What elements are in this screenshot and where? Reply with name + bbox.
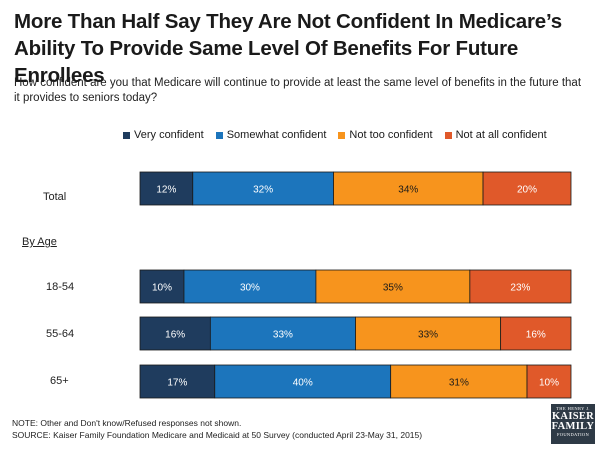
bar-65-plus-very-confident: [139, 364, 216, 399]
bar-65-plus-not-at-all-confident: [526, 364, 572, 399]
legend: Very confident Somewhat confident Not to…: [123, 129, 547, 141]
legend-item-very-confident: Very confident: [123, 129, 204, 141]
logo-line-4: FOUNDATION: [557, 431, 589, 437]
kff-logo: THE HENRY J. KAISER FAMILY FOUNDATION: [551, 404, 595, 444]
category-label-55-64: 55-64: [46, 328, 75, 340]
bar-total-not-too-confident: [333, 171, 484, 206]
data-label-18-54-very-confident: 10%: [152, 283, 172, 294]
chart-title: More Than Half Say They Are Not Confiden…: [14, 10, 562, 87]
legend-swatch-very-confident: [123, 131, 130, 139]
footer-note: NOTE: Other and Don't know/Refused respo…: [12, 418, 242, 428]
data-label-65-plus-somewhat-confident: 40%: [293, 378, 313, 389]
bar-55-64-very-confident: [139, 316, 211, 351]
category-label-total: Total: [43, 191, 67, 203]
bar-55-64-somewhat-confident: [209, 316, 356, 351]
data-label-total-somewhat-confident: 32%: [253, 185, 273, 196]
chart-subtitle: How confident are you that Medicare will…: [14, 77, 582, 104]
data-label-55-64-not-too-confident: 33%: [418, 330, 438, 341]
legend-label-not-too-confident: Not too confident: [349, 129, 433, 141]
logo-line-2: KAISER: [551, 410, 595, 422]
logo-line-3: FAMILY: [551, 421, 595, 432]
bar-55-64-not-at-all-confident: [500, 316, 572, 351]
data-label-18-54-not-too-confident: 35%: [383, 283, 403, 294]
legend-label-very-confident: Very confident: [134, 129, 204, 141]
legend-item-not-too-confident: Not too confident: [338, 129, 433, 141]
data-label-18-54-not-at-all-confident: 23%: [510, 283, 530, 294]
data-label-55-64-somewhat-confident: 33%: [273, 330, 293, 341]
data-label-55-64-very-confident: 16%: [165, 330, 185, 341]
data-label-total-very-confident: 12%: [156, 185, 176, 196]
legend-swatch-somewhat-confident: [215, 131, 223, 139]
legend-item-somewhat-confident: Somewhat confident: [215, 129, 327, 141]
category-label-18-54: 18-54: [46, 281, 75, 293]
legend-item-not-at-all-confident: Not at all confident: [444, 129, 547, 141]
section-label-by-age: By Age: [22, 236, 57, 248]
data-label-total-not-too-confident: 34%: [398, 185, 418, 196]
category-label-65-plus: 65+: [50, 375, 69, 387]
bar-total-very-confident: [139, 171, 194, 206]
legend-swatch-not-too-confident: [338, 131, 346, 139]
footer-source: SOURCE: Kaiser Family Foundation Medicar…: [12, 429, 423, 440]
data-label-total-not-at-all-confident: 20%: [517, 185, 537, 196]
logo-line-1: THE HENRY J.: [556, 406, 590, 411]
bar-18-54-not-too-confident: [315, 269, 471, 304]
data-label-65-plus-not-at-all-confident: 10%: [539, 378, 559, 389]
bar-total-not-at-all-confident: [482, 171, 572, 206]
data-label-65-plus-very-confident: 17%: [167, 378, 187, 389]
bar-65-plus-somewhat-confident: [214, 364, 392, 399]
bar-18-54-somewhat-confident: [183, 269, 317, 304]
bar-18-54-not-at-all-confident: [469, 269, 572, 304]
legend-label-somewhat-confident: Somewhat confident: [226, 129, 327, 141]
data-label-18-54-somewhat-confident: 30%: [240, 283, 260, 294]
legend-label-not-at-all-confident: Not at all confident: [455, 129, 547, 141]
data-label-55-64-not-at-all-confident: 16%: [526, 330, 546, 341]
bar-55-64-not-too-confident: [355, 316, 502, 351]
legend-swatch-not-at-all-confident: [444, 131, 452, 139]
bar-total-somewhat-confident: [192, 171, 334, 206]
bar-18-54-very-confident: [139, 269, 185, 304]
bar-65-plus-not-too-confident: [390, 364, 528, 399]
data-label-65-plus-not-too-confident: 31%: [449, 378, 469, 389]
footer: NOTE: Other and Don't know/Refused respo…: [12, 418, 422, 441]
